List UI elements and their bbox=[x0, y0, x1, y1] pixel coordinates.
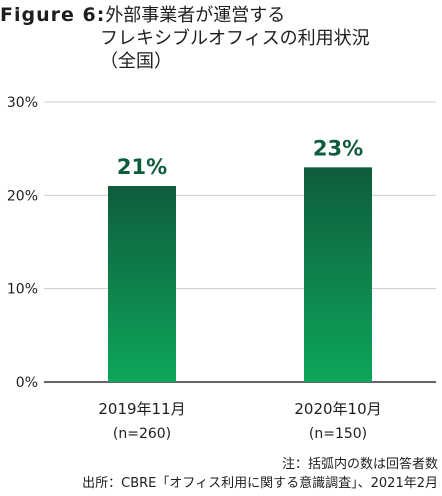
footnote-source: 出所：CBRE「オフィス利用に関する意識調査」、2021年2月 bbox=[82, 476, 438, 491]
y-tick-label: 20% bbox=[7, 188, 38, 204]
bar bbox=[108, 186, 176, 382]
x-sample-size-label: (n=150) bbox=[309, 426, 367, 442]
y-tick-label: 10% bbox=[7, 282, 38, 298]
title-line-3: （全国） bbox=[100, 51, 172, 72]
bar bbox=[304, 167, 372, 382]
title-line-2: フレキシブルオフィスの利用状況 bbox=[100, 28, 370, 49]
chart-title: Figure 6:外部事業者が運営する フレキシブルオフィスの利用状況 （全国） bbox=[0, 4, 442, 73]
x-category-label: 2019年11月 bbox=[98, 400, 185, 418]
data-label: 23% bbox=[313, 136, 363, 160]
data-label: 21% bbox=[117, 155, 167, 179]
x-category-label: 2020年10月 bbox=[294, 400, 381, 418]
y-tick-label: 30% bbox=[7, 95, 38, 111]
x-sample-size-label: (n=260) bbox=[113, 426, 171, 442]
figure-number: Figure 6: bbox=[0, 4, 106, 26]
footnote-respondents: 注：括弧内の数は回答者数 bbox=[281, 457, 438, 472]
title-line-1: 外部事業者が運営する bbox=[105, 5, 286, 26]
y-tick-label: 0% bbox=[16, 375, 38, 391]
